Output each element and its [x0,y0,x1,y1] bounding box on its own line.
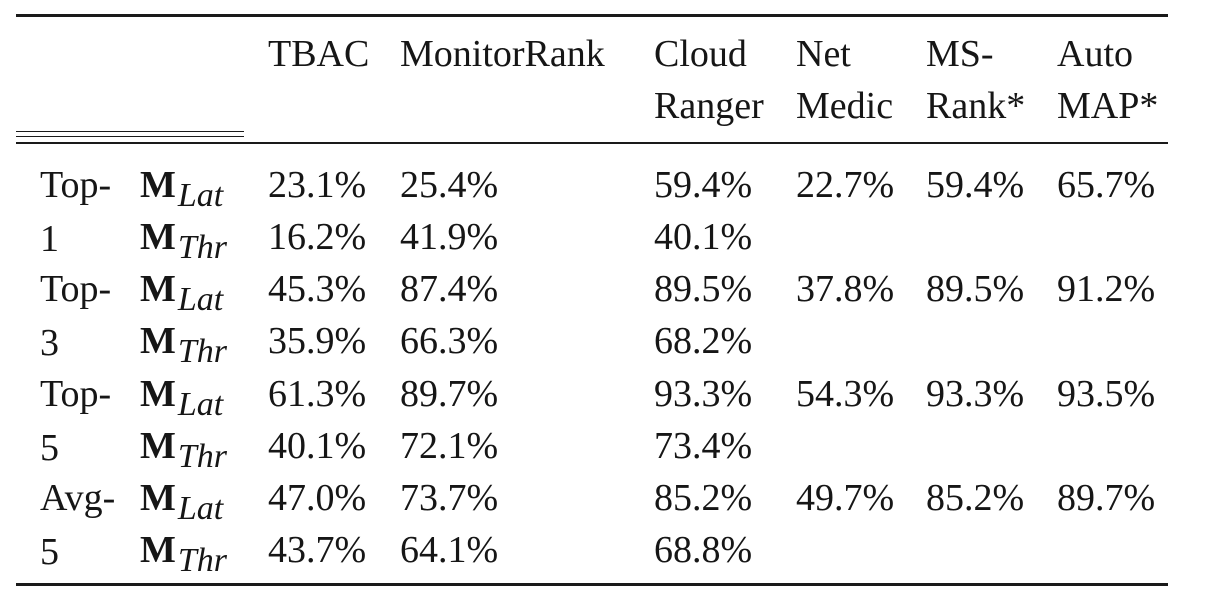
header-double-rule-a [16,131,244,132]
cell-tbac: 16.2% [268,216,367,258]
header-tbac: TBAC [268,33,370,75]
header-netmedic-line2: Medic [796,85,894,127]
group-label-line1: Top- [40,164,112,206]
cell-tbac: 45.3% [268,268,367,310]
header-automap-line1: Auto [1057,33,1133,75]
cell-msrank: 93.3% [926,373,1025,415]
metric-label: MLat [140,477,224,527]
cell-msrank: 89.5% [926,268,1025,310]
cell-cloudranger: 59.4% [654,164,753,206]
group-label-line1: Avg- [40,477,116,519]
cell-netmedic: 54.3% [796,373,895,415]
cell-tbac: 47.0% [268,477,367,519]
cell-cloudranger: 85.2% [654,477,753,519]
cell-msrank: 59.4% [926,164,1025,206]
cell-automap: 93.5% [1057,373,1156,415]
header-cloudranger-line1: Cloud [654,33,747,75]
cell-tbac: 23.1% [268,164,367,206]
metric-label: MLat [140,268,224,318]
header-msrank-line2: Rank* [926,85,1026,127]
cell-cloudranger: 68.8% [654,529,753,571]
cell-monitorrank: 41.9% [400,216,499,258]
group-label-line2: 5 [40,427,59,469]
cell-automap: 91.2% [1057,268,1156,310]
cell-netmedic: 22.7% [796,164,895,206]
cell-cloudranger: 40.1% [654,216,753,258]
cell-cloudranger: 93.3% [654,373,753,415]
header-msrank-line1: MS- [926,33,994,75]
group-label-line2: 1 [40,218,59,260]
cell-tbac: 35.9% [268,320,367,362]
metric-label: MThr [140,216,228,266]
header-monitorrank: MonitorRank [400,33,605,75]
header-double-rule-b [16,136,244,137]
header-netmedic-line1: Net [796,33,851,75]
group-label-line1: Top- [40,373,112,415]
metric-label: MThr [140,425,228,475]
cell-monitorrank: 73.7% [400,477,499,519]
cell-msrank: 85.2% [926,477,1025,519]
cell-tbac: 61.3% [268,373,367,415]
group-label-line2: 5 [40,531,59,573]
group-label-line1: Top- [40,268,112,310]
cell-tbac: 43.7% [268,529,367,571]
cell-cloudranger: 68.2% [654,320,753,362]
cell-monitorrank: 87.4% [400,268,499,310]
metric-label: MLat [140,373,224,423]
cell-tbac: 40.1% [268,425,367,467]
header-rule [16,142,1168,144]
metric-label: MThr [140,529,228,579]
cell-monitorrank: 66.3% [400,320,499,362]
group-label-line2: 3 [40,322,59,364]
bottom-rule [16,583,1168,586]
cell-netmedic: 49.7% [796,477,895,519]
cell-monitorrank: 25.4% [400,164,499,206]
metric-label: MThr [140,320,228,370]
top-rule [16,14,1168,17]
metric-label: MLat [140,164,224,214]
cell-automap: 89.7% [1057,477,1156,519]
cell-monitorrank: 64.1% [400,529,499,571]
header-cloudranger-line2: Ranger [654,85,764,127]
cell-cloudranger: 89.5% [654,268,753,310]
header-automap-line2: MAP* [1057,85,1159,127]
cell-monitorrank: 72.1% [400,425,499,467]
cell-automap: 65.7% [1057,164,1156,206]
cell-netmedic: 37.8% [796,268,895,310]
cell-cloudranger: 73.4% [654,425,753,467]
cell-monitorrank: 89.7% [400,373,499,415]
